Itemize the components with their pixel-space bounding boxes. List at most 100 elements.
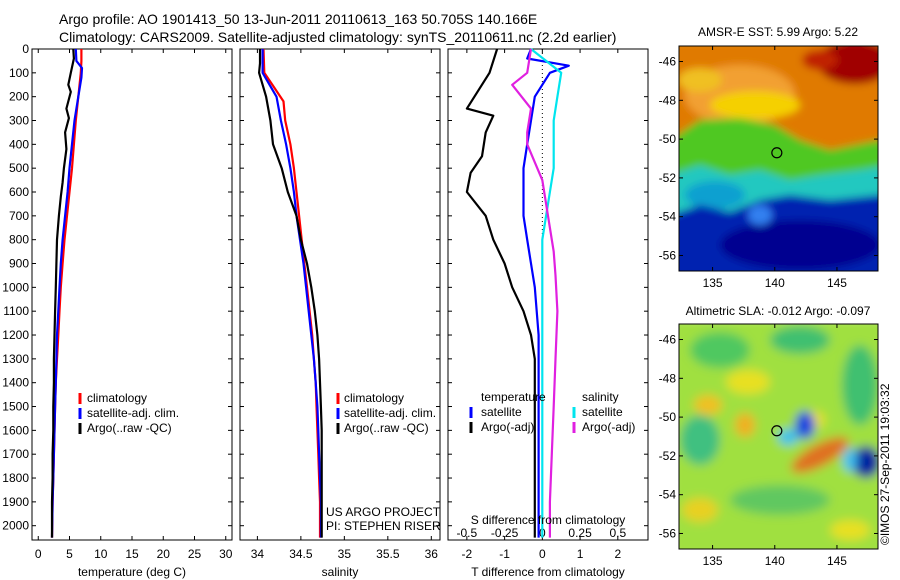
temperature-y-ticks: 0 100 200 300 400 500 600 700 800 900 1000 1100 1200… (2, 42, 232, 533)
salinity-lines (258, 48, 323, 538)
salinity-x-ticks: 34 34.5 35 35.5 36 (251, 49, 439, 561)
legend-title-salinity: salinity (582, 390, 619, 404)
x-tick-label: 2 (614, 547, 621, 561)
x-tick-label: 1 (577, 547, 584, 561)
y-tick-label: 500 (9, 161, 29, 175)
difference-legend: temperature satellite Argo(-adj) salinit… (469, 390, 635, 434)
sla-map-frame (678, 323, 879, 550)
sst-map-ticks: 135 140 145 -46 -48 -50 -52 -54 -56 (659, 46, 878, 290)
sla-fill-cyan-eddy (778, 429, 798, 445)
series-line-argo-adj- (511, 48, 559, 538)
x-tick-label: -2 (462, 547, 473, 561)
sla-float-location-marker (771, 425, 783, 437)
legend-label-t-argo: Argo(-adj) (481, 420, 534, 434)
difference-panel: -2 -1 0 1 2 -0.5 -0.25 0 0.25 0.5 S difference f… (447, 48, 649, 579)
series-line-argo-raw-qc- (258, 49, 323, 538)
sla-fill-yellow-2 (694, 395, 722, 415)
temperature-x-ticks: 0 5 10 15 20 25 30 (35, 49, 233, 561)
salinity-xlabel: salinity (322, 565, 359, 579)
map-y-tick-label: -48 (659, 93, 677, 107)
map-y-tick-label: -52 (659, 171, 677, 185)
x-tick-label: -1 (499, 547, 510, 561)
sst-fill-cold-deep (720, 220, 878, 270)
series-line-satellite-adj-clim- (261, 49, 322, 538)
s-tick-label: -0.25 (491, 526, 519, 540)
sla-fill-yellow-4 (682, 498, 718, 522)
y-tick-label: 1000 (2, 280, 29, 294)
temperature-lines (50, 48, 84, 538)
header-line-2: Climatology: CARS2009. Satellite-adjuste… (59, 29, 616, 45)
y-tick-label: 200 (9, 90, 29, 104)
map-y-tick-label: -46 (659, 333, 677, 347)
legend-label-s-satellite: satellite (582, 405, 623, 419)
series-line-satellite (522, 48, 570, 538)
legend-label-t-satellite: satellite (481, 405, 522, 419)
salinity-legend: climatology satellite-adj. clim. Argo(..… (336, 391, 436, 435)
y-tick-label: 700 (9, 209, 29, 223)
map-x-tick-label: 135 (703, 554, 723, 568)
s-tick-label: 0.5 (609, 526, 626, 540)
sst-heatmap (679, 46, 878, 271)
difference-lines (465, 48, 570, 538)
x-tick-label: 34.5 (289, 547, 313, 561)
temperature-axes-frame (31, 48, 233, 541)
series-line-argo-adj- (465, 48, 536, 538)
header-line-1: Argo profile: AO 1901413_50 13-Jun-2011 … (59, 11, 537, 27)
map-x-tick-label: 145 (827, 276, 847, 290)
sst-fill-warm-core-2 (802, 50, 838, 70)
x-tick-label: 36 (425, 547, 439, 561)
sla-fill-blue-core (852, 446, 878, 478)
sla-map-title: Altimetric SLA: -0.012 Argo: -0.097 (686, 304, 871, 318)
map-x-tick-label: 135 (703, 276, 723, 290)
sla-fill-yellow-1 (726, 370, 770, 394)
y-tick-label: 100 (9, 66, 29, 80)
x-tick-label: 20 (157, 547, 171, 561)
x-tick-label: 34 (251, 547, 265, 561)
difference-t-xlabel: T difference from climatology (471, 565, 625, 579)
sst-fill-teal (685, 181, 745, 209)
sla-fill-cyan-ring (843, 448, 857, 472)
y-tick-label: 1700 (2, 447, 29, 461)
map-x-tick-label: 140 (765, 276, 785, 290)
y-tick-label: 1200 (2, 328, 29, 342)
x-tick-label: 35 (338, 547, 352, 561)
legend-label-climatology: climatology (87, 391, 147, 405)
sla-fill-yellow-5 (830, 520, 870, 540)
salinity-panel: 34 34.5 35 35.5 36 salinity climatology sate… (239, 48, 441, 579)
y-tick-label: 1800 (2, 471, 29, 485)
sst-map-title: AMSR-E SST: 5.99 Argo: 5.22 (698, 25, 858, 39)
s-tick-label: -0.5 (457, 526, 478, 540)
project-credit-line-2: PI: STEPHEN RISER (326, 519, 441, 533)
sla-fill-green-2 (770, 326, 830, 354)
y-tick-label: 600 (9, 185, 29, 199)
map-x-tick-label: 145 (827, 554, 847, 568)
y-tick-label: 1600 (2, 423, 29, 437)
salinity-axes-frame (239, 48, 441, 541)
difference-y-ticks (448, 48, 648, 527)
legend-label-climatology: climatology (344, 391, 404, 405)
difference-axes-frame (447, 48, 649, 541)
difference-s-xlabel: S difference from climatology (471, 513, 626, 527)
map-y-tick-label: -54 (659, 210, 677, 224)
sst-fill-yellow (710, 91, 800, 119)
temperature-legend: climatology satellite-adj. clim. Argo(..… (78, 391, 179, 435)
legend-label-s-argo: Argo(-adj) (582, 420, 635, 434)
legend-label-argo: Argo(..raw -QC) (344, 421, 429, 435)
map-y-tick-label: -46 (659, 55, 677, 69)
x-tick-label: 0 (539, 547, 546, 561)
map-y-tick-label: -48 (659, 371, 677, 385)
x-tick-label: 25 (188, 547, 202, 561)
temperature-panel: 0100200300400500600700800900100011001200… (2, 42, 232, 579)
salinity-y-ticks (240, 48, 440, 527)
map-y-tick-label: -54 (659, 488, 677, 502)
map-y-tick-label: -56 (659, 526, 677, 540)
sla-fill-orange-band (791, 437, 849, 473)
sst-map-panel: AMSR-E SST: 5.99 Argo: 5.22 135 140 145 -46… (659, 25, 879, 290)
y-tick-label: 800 (9, 233, 29, 247)
s-tick-label: 0.25 (568, 526, 592, 540)
map-y-tick-label: -50 (659, 132, 677, 146)
y-tick-label: 2000 (2, 519, 29, 533)
temperature-xlabel: temperature (deg C) (78, 565, 186, 579)
y-tick-label: 1400 (2, 376, 29, 390)
